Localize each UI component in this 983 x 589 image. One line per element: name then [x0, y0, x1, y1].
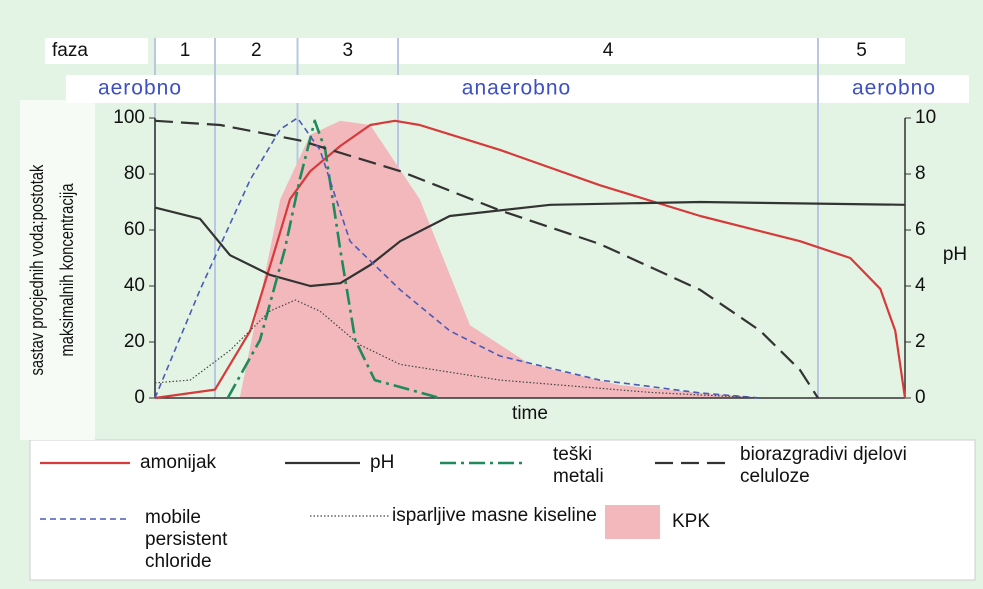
y-tick-label: 20 — [124, 331, 145, 352]
legend-label: KPK — [672, 511, 711, 532]
legend-label: mobile persistent chloride — [145, 507, 228, 572]
phase-cell — [398, 38, 818, 64]
regime-cell — [66, 75, 214, 103]
y2-tick-label: 4 — [915, 275, 926, 296]
regime-cell — [819, 75, 969, 103]
line — [154, 119, 819, 399]
y-tick-label: 60 — [124, 219, 145, 240]
y2-axis-label: pH — [943, 244, 967, 265]
phase-cell — [818, 38, 905, 64]
phase-label: faza — [52, 40, 88, 61]
legend-label: teški metali — [553, 444, 604, 487]
phase-number: 2 — [251, 40, 262, 61]
y2-tick-label: 6 — [915, 219, 926, 240]
line — [154, 119, 907, 400]
line — [154, 200, 906, 288]
regime-label: aerobno — [852, 77, 936, 100]
y-tick-label: 80 — [124, 163, 145, 184]
area — [239, 120, 770, 399]
legend-swatch — [605, 505, 660, 539]
y2-tick-label: 8 — [915, 163, 926, 184]
legend-label: biorazgradivi djelovi celuloze — [740, 444, 907, 487]
regime-cell — [216, 75, 817, 103]
y-tick-label: 0 — [134, 387, 145, 408]
regime-label: aerobno — [98, 77, 182, 100]
phase-cell — [297, 38, 398, 64]
y2-tick-label: 10 — [915, 107, 936, 128]
regime-label: anaerobno — [462, 77, 571, 100]
phase-cell — [215, 38, 298, 64]
x-axis-label: time — [512, 403, 548, 424]
phase-number: 3 — [342, 40, 353, 61]
phase-label-box — [45, 38, 148, 64]
y-tick-label: 100 — [113, 107, 145, 128]
y-axis-label: sastav procjednih voda:postotak maksimal… — [27, 164, 77, 376]
phase-cell — [155, 38, 215, 64]
legend-label: pH — [370, 452, 395, 473]
y2-tick-label: 0 — [915, 387, 926, 408]
phase-number: 5 — [856, 40, 867, 61]
y-axis-label-wrap: sastav procjednih voda:postotak maksimal… — [27, 164, 77, 376]
y2-tick-label: 2 — [915, 331, 926, 352]
legend-label: amonijak — [140, 452, 217, 473]
phase-number: 4 — [603, 40, 614, 61]
y-tick-label: 40 — [124, 275, 145, 296]
phase-number: 1 — [180, 40, 191, 61]
y-label-box — [20, 100, 95, 440]
line — [154, 117, 761, 399]
legend-label: isparljive masne kiseline — [392, 505, 597, 526]
